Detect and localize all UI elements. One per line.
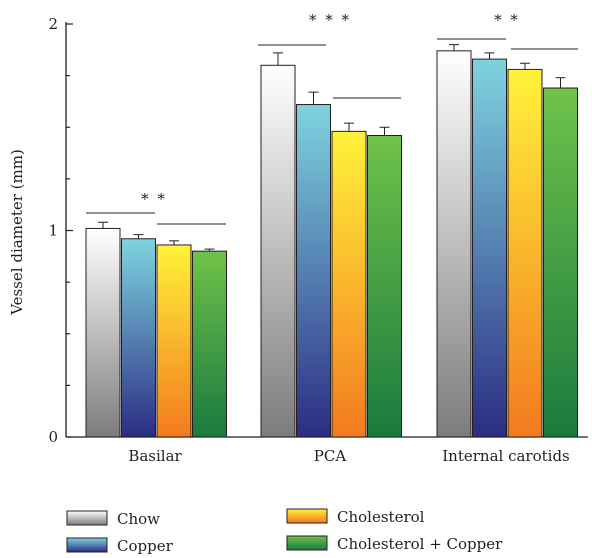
category-label: Basilar <box>128 447 182 465</box>
category-labels: Basilar PCA Internal carotids <box>128 447 569 465</box>
legend-label: Cholesterol <box>337 508 425 526</box>
bar-2-3 <box>543 87 578 438</box>
y-tick-label: 0 <box>48 428 58 446</box>
y-axis-label: Vessel diameter (mm) <box>8 149 26 316</box>
category-label: Internal carotids <box>442 447 570 465</box>
bar-2-1 <box>472 58 507 438</box>
bar-1-2 <box>331 130 367 438</box>
bar-0-2 <box>156 244 192 438</box>
significance-annotations: * * * * * * * <box>86 11 578 225</box>
legend-swatch <box>286 535 328 551</box>
bar-2-2 <box>507 68 543 438</box>
category-label: PCA <box>314 447 347 465</box>
significance-label: * * <box>494 11 520 29</box>
legend-label: Chow <box>117 510 160 528</box>
legend-swatch <box>286 508 328 524</box>
significance-label: * * * <box>309 11 351 29</box>
y-tick-label: 1 <box>48 222 58 240</box>
bar-0-0 <box>85 227 121 438</box>
bars <box>85 44 578 438</box>
bar-0-3 <box>192 250 227 438</box>
y-tick-label: 2 <box>48 15 58 33</box>
legend: Chow Copper Cholesterol Cholesterol + Coppe… <box>66 508 503 555</box>
legend-swatch <box>66 510 108 526</box>
bar-1-3 <box>367 135 402 438</box>
bar-1-0 <box>260 64 296 438</box>
legend-swatch <box>66 537 108 553</box>
legend-label: Copper <box>117 537 174 555</box>
significance-label: * * <box>141 190 167 208</box>
legend-label: Cholesterol + Copper <box>337 535 503 553</box>
bar-2-0 <box>436 50 472 438</box>
bar-0-1 <box>121 238 156 438</box>
bar-1-1 <box>296 104 331 438</box>
